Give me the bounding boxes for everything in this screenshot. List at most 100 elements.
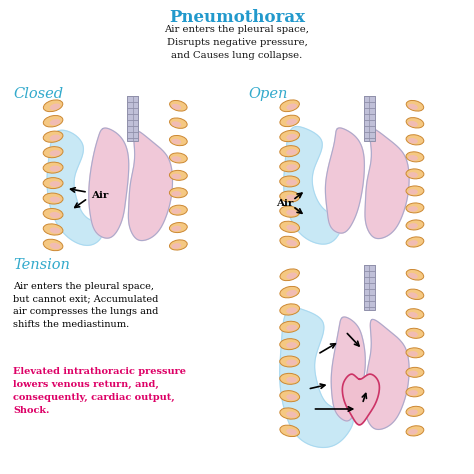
Ellipse shape xyxy=(43,178,63,189)
Ellipse shape xyxy=(169,222,187,233)
Ellipse shape xyxy=(286,273,297,279)
Ellipse shape xyxy=(280,206,300,217)
Ellipse shape xyxy=(172,243,181,249)
Polygon shape xyxy=(365,128,409,238)
Ellipse shape xyxy=(280,425,300,437)
Ellipse shape xyxy=(408,312,418,318)
Bar xyxy=(364,265,374,310)
Ellipse shape xyxy=(406,186,424,196)
Ellipse shape xyxy=(406,348,424,358)
Text: Tension: Tension xyxy=(13,258,70,272)
Ellipse shape xyxy=(280,391,300,401)
Ellipse shape xyxy=(43,224,63,235)
Ellipse shape xyxy=(170,118,187,128)
Polygon shape xyxy=(89,128,129,238)
Ellipse shape xyxy=(406,135,424,145)
Ellipse shape xyxy=(406,118,424,128)
Ellipse shape xyxy=(286,377,297,383)
Ellipse shape xyxy=(408,121,418,127)
Ellipse shape xyxy=(408,292,418,298)
Ellipse shape xyxy=(50,135,61,141)
Ellipse shape xyxy=(169,188,187,198)
Ellipse shape xyxy=(408,331,418,337)
Bar xyxy=(127,96,138,141)
Ellipse shape xyxy=(286,307,297,313)
Ellipse shape xyxy=(43,116,63,127)
Ellipse shape xyxy=(286,411,297,418)
Text: Air enters the pleural space,
but cannot exit; Accumulated
air compresses the lu: Air enters the pleural space, but cannot… xyxy=(13,282,159,329)
Ellipse shape xyxy=(170,240,187,250)
Ellipse shape xyxy=(280,221,300,232)
Ellipse shape xyxy=(169,170,187,180)
Ellipse shape xyxy=(406,387,424,397)
Ellipse shape xyxy=(408,351,418,356)
Ellipse shape xyxy=(406,100,424,111)
Ellipse shape xyxy=(172,209,181,214)
Ellipse shape xyxy=(286,164,297,170)
Polygon shape xyxy=(331,317,365,421)
Polygon shape xyxy=(47,130,104,246)
Polygon shape xyxy=(128,130,173,240)
Ellipse shape xyxy=(280,304,300,315)
Ellipse shape xyxy=(172,121,181,127)
Ellipse shape xyxy=(408,410,418,415)
Polygon shape xyxy=(365,319,409,429)
Ellipse shape xyxy=(50,243,61,249)
Ellipse shape xyxy=(280,269,300,281)
Ellipse shape xyxy=(280,161,300,172)
Ellipse shape xyxy=(169,205,187,215)
Polygon shape xyxy=(342,374,379,425)
Ellipse shape xyxy=(406,203,424,213)
Ellipse shape xyxy=(286,342,297,348)
Ellipse shape xyxy=(43,209,63,219)
Ellipse shape xyxy=(406,152,424,162)
Ellipse shape xyxy=(286,134,297,140)
Ellipse shape xyxy=(286,194,297,201)
Ellipse shape xyxy=(286,210,297,216)
Ellipse shape xyxy=(43,131,63,142)
Ellipse shape xyxy=(408,371,418,376)
Ellipse shape xyxy=(408,155,418,161)
Ellipse shape xyxy=(50,150,61,156)
Ellipse shape xyxy=(50,165,61,172)
Ellipse shape xyxy=(43,146,63,158)
Ellipse shape xyxy=(280,176,300,187)
Text: Elevated intrathoracic pressure
lowers venous return, and,
consequently, cardiac: Elevated intrathoracic pressure lowers v… xyxy=(13,367,186,415)
Ellipse shape xyxy=(280,146,300,157)
Ellipse shape xyxy=(172,191,181,197)
Ellipse shape xyxy=(286,103,297,110)
Ellipse shape xyxy=(406,220,424,230)
Ellipse shape xyxy=(170,136,187,146)
Ellipse shape xyxy=(172,156,181,162)
Ellipse shape xyxy=(280,115,300,127)
Ellipse shape xyxy=(286,394,297,400)
Ellipse shape xyxy=(286,290,297,296)
Ellipse shape xyxy=(170,100,187,111)
Ellipse shape xyxy=(280,338,300,350)
Ellipse shape xyxy=(406,406,424,416)
Ellipse shape xyxy=(408,138,418,144)
Ellipse shape xyxy=(406,426,424,436)
Polygon shape xyxy=(280,308,353,447)
Ellipse shape xyxy=(172,139,181,145)
Ellipse shape xyxy=(44,100,63,112)
Text: Air enters the pleural space,
Disrupts negative pressure,
and Causes lung collap: Air enters the pleural space, Disrupts n… xyxy=(164,25,310,60)
Ellipse shape xyxy=(280,356,300,367)
Polygon shape xyxy=(326,128,365,233)
Text: Air: Air xyxy=(276,199,293,208)
Ellipse shape xyxy=(50,181,61,187)
Ellipse shape xyxy=(406,269,424,280)
Ellipse shape xyxy=(280,408,300,419)
Ellipse shape xyxy=(280,321,300,332)
Ellipse shape xyxy=(280,100,300,112)
Text: Closed: Closed xyxy=(13,87,64,101)
Ellipse shape xyxy=(406,328,424,338)
Ellipse shape xyxy=(408,206,418,212)
Ellipse shape xyxy=(408,240,418,246)
Ellipse shape xyxy=(286,325,297,331)
Ellipse shape xyxy=(280,130,300,142)
Ellipse shape xyxy=(406,237,424,247)
Ellipse shape xyxy=(406,309,424,319)
Ellipse shape xyxy=(172,104,181,109)
Ellipse shape xyxy=(408,223,418,229)
